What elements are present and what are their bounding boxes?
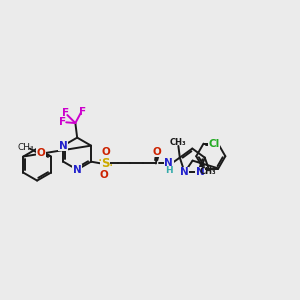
Text: CH₃: CH₃ bbox=[200, 167, 217, 176]
Text: CH₃: CH₃ bbox=[170, 138, 187, 147]
Text: O: O bbox=[153, 147, 162, 157]
Text: O: O bbox=[99, 170, 108, 180]
Text: ·: · bbox=[108, 159, 112, 173]
Text: N: N bbox=[196, 167, 204, 177]
Text: ·: · bbox=[97, 154, 102, 168]
Text: F: F bbox=[61, 108, 69, 118]
Text: O: O bbox=[101, 147, 110, 157]
Text: S: S bbox=[100, 157, 109, 170]
Text: F: F bbox=[59, 117, 66, 127]
Text: N: N bbox=[73, 165, 82, 175]
Text: F: F bbox=[80, 107, 87, 117]
Text: CH₃: CH₃ bbox=[17, 142, 34, 152]
Text: Cl: Cl bbox=[208, 139, 219, 148]
Text: H: H bbox=[165, 166, 172, 175]
Text: N: N bbox=[164, 158, 173, 169]
Text: N: N bbox=[59, 141, 68, 151]
Text: N: N bbox=[180, 167, 189, 177]
Text: O: O bbox=[36, 148, 45, 158]
